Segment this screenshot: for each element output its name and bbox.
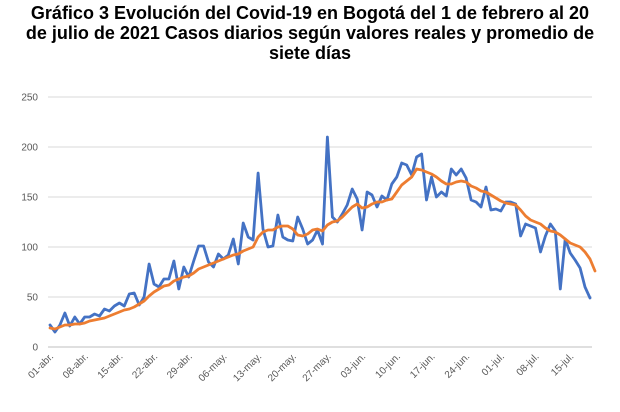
y-tick-label: 250 [21,93,38,104]
x-axis-ticks: 01-abr. 08-abr. 15-abr. 22-abr. 29-abr. 06-ma… [26,351,576,384]
chart-title-block: Gráfico 3 Evolución del Covid-19 en Bogo… [0,3,620,63]
x-tick-label: 24-jun. [443,351,472,380]
x-tick-label: 13-may. [231,351,264,384]
series-line-7day-average [48,167,597,331]
x-tick-label: 10-jun. [374,351,403,380]
y-tick-label: 200 [21,143,38,154]
x-tick-label: 08-jul. [515,351,542,378]
x-tick-label: 29-abr. [165,351,195,381]
gridlines [48,96,592,348]
x-tick-label: 06-may. [197,351,230,384]
x-tick-label: 01-abr. [26,351,56,381]
series-line-daily [48,135,592,334]
series-group [48,135,597,334]
y-tick-label: 0 [32,343,38,354]
x-tick-label: 22-abr. [130,351,160,381]
x-tick-label: 27-may. [301,351,334,384]
x-tick-label: 08-abr. [61,351,91,381]
x-tick-label: 01-jul. [480,351,507,378]
x-tick-label: 15-jul. [549,351,576,378]
x-tick-label: 20-may. [266,351,299,384]
y-axis-ticks: 0 50 100 150 200 250 [21,93,38,354]
y-tick-label: 50 [27,293,39,304]
x-tick-label: 03-jun. [339,351,368,380]
chart-title: Gráfico 3 Evolución del Covid-19 en Bogo… [25,3,595,63]
x-tick-label: 17-jun. [408,351,437,380]
y-tick-label: 100 [21,243,38,254]
x-tick-label: 15-abr. [96,351,126,381]
y-tick-label: 150 [21,193,38,204]
